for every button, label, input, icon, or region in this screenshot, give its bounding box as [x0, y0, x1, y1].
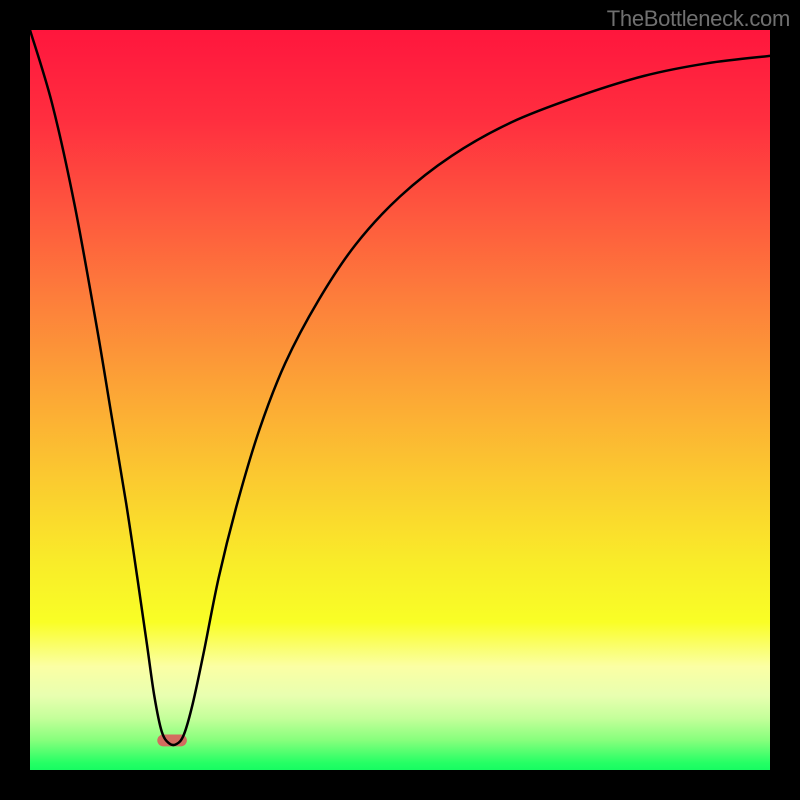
chart-container: TheBottleneck.com [0, 0, 800, 800]
bottleneck-chart [30, 30, 770, 770]
gradient-background [30, 30, 770, 770]
plot-area [30, 30, 770, 770]
watermark-text: TheBottleneck.com [607, 6, 790, 32]
